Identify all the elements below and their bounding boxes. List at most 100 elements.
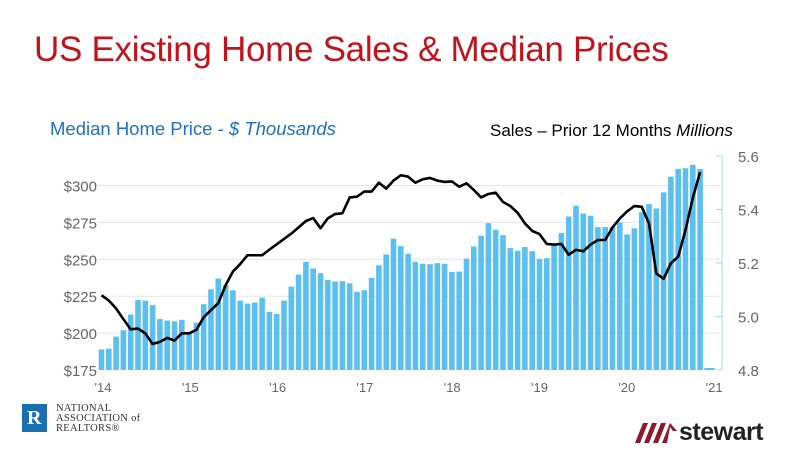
price-bar (529, 251, 535, 370)
price-bar (193, 322, 200, 370)
price-bar (682, 168, 689, 370)
price-bar (164, 320, 170, 370)
price-bar (471, 246, 477, 370)
price-bar (179, 319, 185, 370)
price-bar (463, 258, 470, 370)
price-bar (325, 279, 331, 370)
price-bar (456, 271, 462, 370)
price-bar (244, 303, 251, 370)
price-bar (106, 348, 112, 370)
nar-line: NATIONAL (56, 403, 112, 414)
price-bar (346, 283, 353, 370)
stewart-wordmark: stewart (679, 418, 764, 446)
x-tick-label: '15 (182, 380, 199, 395)
price-bar (507, 248, 514, 370)
sales-line (100, 171, 702, 346)
right-axis-unit: Millions (676, 121, 733, 140)
page-title: US Existing Home Sales & Median Prices (34, 30, 669, 69)
price-bar (558, 233, 565, 370)
stewart-stripes-icon (635, 422, 677, 443)
price-bar (690, 164, 696, 370)
price-bar (595, 227, 601, 370)
price-bar (653, 208, 660, 370)
price-bar (485, 223, 492, 370)
price-bar (434, 263, 441, 370)
price-bar (602, 227, 608, 370)
price-bar (288, 286, 295, 370)
price-bar (332, 281, 338, 370)
right-tick-label: 4.8 (738, 363, 759, 380)
price-bar (697, 168, 703, 370)
price-bar (266, 311, 273, 370)
price-bar (638, 212, 645, 370)
price-bar (113, 336, 119, 370)
price-bar (405, 253, 411, 370)
price-bar (98, 349, 105, 370)
left-axis-title-text: Median Home Price - (50, 118, 229, 139)
price-bar (186, 333, 192, 370)
x-tick-label: '21 (706, 380, 723, 395)
price-bar (675, 168, 681, 370)
right-tick-label: 5.4 (738, 203, 759, 220)
price-bar (230, 290, 236, 370)
right-tick-label: 5.6 (738, 149, 759, 166)
price-bar (200, 304, 207, 370)
left-tick-label: $250 (64, 252, 97, 269)
price-bar (441, 263, 448, 370)
price-bar (354, 291, 360, 370)
price-bar (390, 238, 397, 370)
price-bar (281, 300, 287, 370)
price-bar (171, 321, 178, 370)
price-bar (157, 318, 163, 370)
price-bar (478, 235, 484, 370)
x-tick-label: '16 (269, 380, 286, 395)
left-tick-label: $225 (64, 289, 97, 306)
price-bar (631, 228, 638, 370)
left-axis-title: Median Home Price - $ Thousands (50, 118, 336, 140)
left-axis-unit: $ Thousands (228, 118, 336, 139)
x-tick-label: '17 (356, 380, 373, 395)
x-tick-label: '14 (95, 380, 112, 395)
price-bar (609, 227, 616, 370)
price-bar (573, 205, 579, 370)
left-tick-label: $200 (64, 326, 97, 343)
price-bar (412, 261, 419, 370)
x-tick-label: '20 (618, 380, 635, 395)
price-bar (361, 290, 368, 370)
nar-line: ASSOCIATION of (56, 413, 141, 424)
price-bar (514, 250, 521, 370)
left-tick-label: $300 (64, 179, 97, 196)
price-bar (259, 297, 265, 370)
left-tick-label: $275 (64, 215, 97, 232)
price-bar (660, 192, 667, 370)
price-bar (398, 246, 404, 370)
left-tick-label: $175 (64, 363, 97, 380)
right-tick-label: 5.0 (738, 310, 759, 327)
price-bar (237, 300, 243, 370)
price-bar (624, 234, 630, 370)
price-bar (536, 258, 543, 370)
x-tick-label: '19 (531, 380, 548, 395)
nar-line: REALTORS® (56, 423, 120, 434)
price-bar (492, 229, 499, 370)
right-tick-label: 5.2 (738, 256, 759, 273)
price-bar (587, 215, 594, 370)
price-bar (208, 289, 214, 370)
price-bar (368, 277, 375, 370)
price-bar (215, 278, 222, 370)
price-bar (565, 216, 572, 370)
price-bar (522, 247, 528, 370)
price-bar (273, 313, 280, 370)
price-bar (295, 274, 302, 370)
price-bar (222, 285, 229, 370)
price-bar (668, 176, 674, 370)
nar-logo: R NATIONAL ASSOCIATION of REALTORS® (22, 403, 141, 434)
price-bar (383, 254, 389, 370)
price-bar (427, 264, 433, 370)
price-bar (500, 235, 506, 370)
price-bar (135, 299, 141, 370)
price-bar (617, 222, 623, 370)
price-bar (120, 330, 127, 370)
price-bar (544, 258, 550, 370)
